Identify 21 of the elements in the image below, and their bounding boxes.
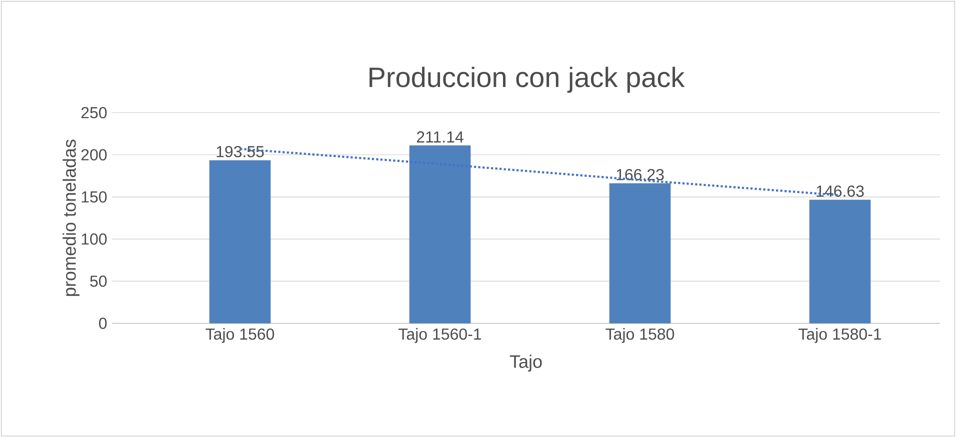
x-tick-label: Tajo 1560: [206, 328, 274, 343]
y-tick-label: 200: [81, 148, 107, 160]
bar: [609, 183, 671, 324]
y-tick-label: 50: [90, 275, 107, 287]
bar: [809, 200, 871, 324]
y-axis-title: promedio toneladas: [62, 139, 80, 296]
y-tick-label: 100: [82, 233, 107, 245]
chart-title: Produccion con jack pack: [370, 66, 685, 93]
y-tick-label: 250: [81, 106, 107, 118]
y-tick-label: 0: [99, 318, 107, 329]
y-tick-label: 150: [82, 191, 107, 202]
x-tick-label: Tajo 1560-1: [398, 328, 482, 343]
bar: [409, 145, 471, 324]
data-label: 146.63: [816, 185, 864, 197]
x-axis-title: Tajo: [510, 354, 542, 372]
data-label: 166.23: [616, 168, 664, 180]
x-tick-label: Tajo 1580: [606, 328, 674, 343]
data-label: 193.55: [216, 146, 264, 158]
bar: [209, 160, 271, 324]
x-tick-label: Tajo 1580-1: [798, 328, 882, 343]
data-label: 211.14: [416, 131, 464, 142]
